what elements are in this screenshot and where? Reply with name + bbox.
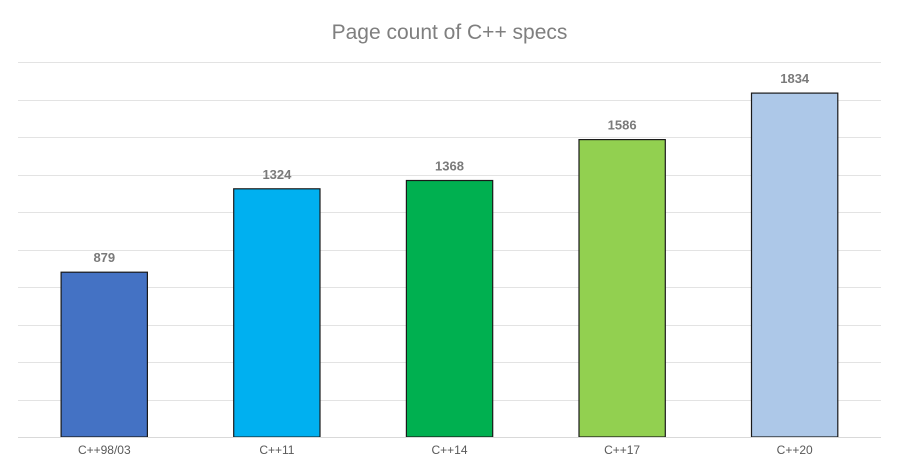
x-tick-label: C++17 — [604, 443, 640, 457]
bar-c-14 — [405, 179, 494, 438]
x-tick-label: C++98/03 — [78, 443, 131, 457]
data-label: 1368 — [435, 159, 464, 174]
bar-c-20 — [750, 92, 839, 438]
x-tick-label: C++14 — [431, 443, 467, 457]
x-tick-label: C++11 — [259, 443, 294, 457]
data-label: 1834 — [780, 71, 810, 86]
x-tick-label: C++20 — [777, 443, 813, 457]
data-label: 1324 — [262, 167, 292, 182]
x-axis-tick-labels: C++98/03 C++11 C++14 C++17 C++20 — [78, 443, 813, 457]
data-label: 879 — [93, 250, 115, 265]
bar-c-17 — [578, 139, 666, 438]
bar-c-11 — [233, 188, 321, 438]
data-labels: 879 1324 1368 1586 1834 — [93, 71, 809, 265]
bars — [60, 92, 839, 438]
bar-c-98-03 — [60, 271, 149, 438]
chart-title: Page count of C++ specs — [332, 21, 568, 44]
data-label: 1586 — [608, 118, 637, 133]
